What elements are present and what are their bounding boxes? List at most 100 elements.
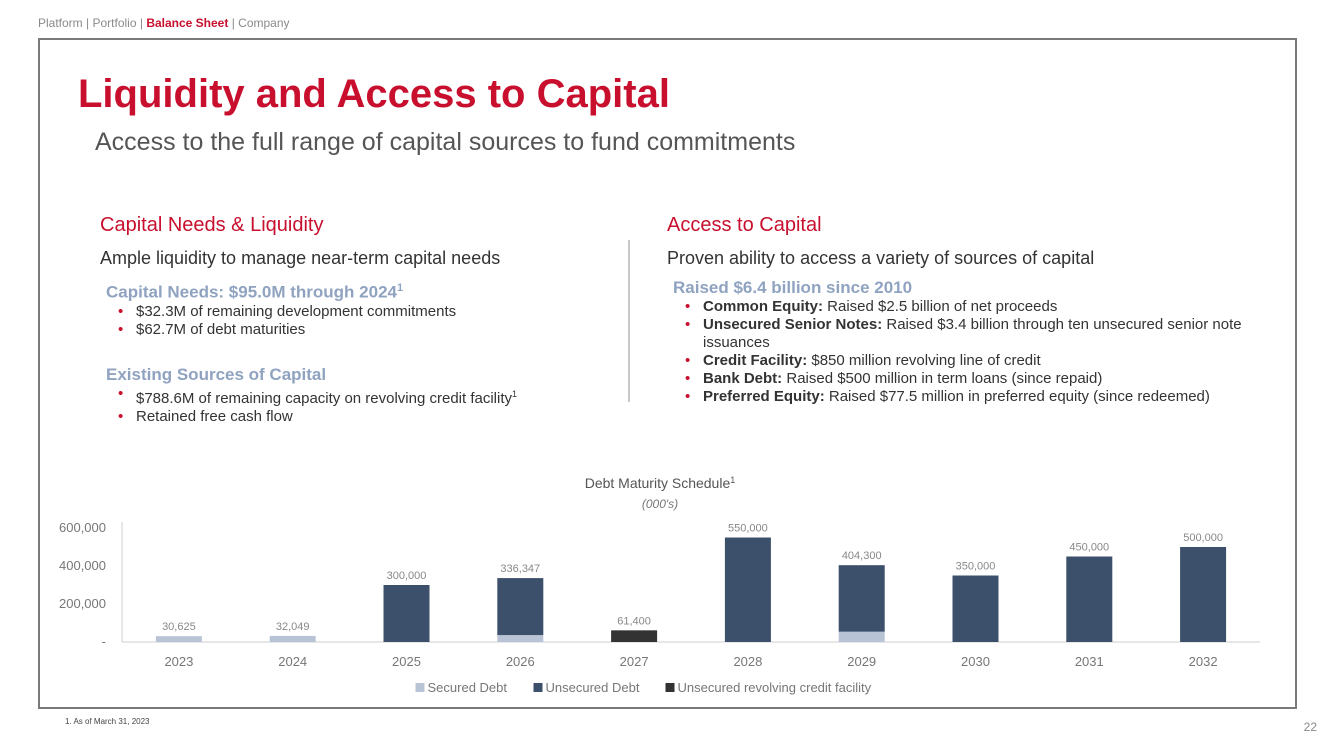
breadcrumb-company[interactable]: Company [238,16,290,30]
breadcrumb-separator: | [136,16,147,30]
bar-secured-debt [838,631,885,642]
footnote-ref: 1 [396,282,404,294]
slide-frame [38,38,1297,709]
list-item-label: Bank Debt: [703,370,783,387]
data-label: 300,000 [387,570,427,582]
capital-needs-column: Capital Needs & Liquidity Ample liquidit… [100,212,610,426]
list-item-text: $788.6M of remaining capacity on revolvi… [136,389,513,407]
access-heading: Access to Capital [667,214,822,236]
access-list: Common Equity: Raised $2.5 billion of ne… [685,298,1277,406]
list-item: Unsecured Senior Notes: Raised $3.4 bill… [685,316,1277,352]
page-number: 22 [1303,720,1317,734]
data-label: 550,000 [728,523,768,535]
list-item-text: Raised $2.5 billion of net proceeds [823,298,1058,315]
bar-unsecured-debt [838,565,885,632]
x-axis: 2023 2024 2025 2026 2027 2028 2029 2030 2031 2032 [164,654,1217,669]
list-item-label: Unsecured Senior Notes: [703,316,883,333]
x-tick-label: 2030 [961,654,990,669]
existing-sources-title: Existing Sources of Capital [106,364,327,384]
debt-maturity-chart: Debt Maturity Schedule1 (000's) - 200,000… [40,470,1280,707]
data-label: 350,000 [956,561,996,573]
chart-title-text: Debt Maturity Schedule [585,475,731,491]
y-tick-label: 200,000 [59,596,106,611]
breadcrumb: Platform | Portfolio | Balance Sheet | C… [38,16,290,30]
bar-unsecured-debt [724,537,771,642]
data-label: 336,347 [500,563,540,575]
legend-swatch [533,683,543,692]
list-item: Credit Facility: $850 million revolving … [685,352,1277,370]
footnote-ref: 1 [512,388,518,399]
access-to-capital-column: Access to Capital Proven ability to acce… [667,212,1277,406]
x-tick-label: 2026 [506,654,535,669]
chart-title-sup: 1 [730,475,735,485]
list-item: $62.7M of debt maturities [118,321,610,339]
bar-unsecured-debt [383,585,430,642]
chart-subtitle: (000's) [642,497,678,511]
x-tick-label: 2029 [847,654,876,669]
x-tick-label: 2032 [1189,654,1218,669]
capital-needs-title-text: Capital Needs: $95.0M through 2024 [106,282,397,302]
x-tick-label: 2025 [392,654,421,669]
footnote: 1. As of March 31, 2023 [65,717,150,726]
breadcrumb-separator: | [82,16,93,30]
list-item: Preferred Equity: Raised $77.5 million i… [685,388,1277,406]
legend-label: Secured Debt [428,680,508,695]
bar-unsecured-debt [1180,547,1227,642]
bar-secured-debt [497,635,544,642]
list-item-label: Preferred Equity: [703,388,825,405]
legend-label: Unsecured Debt [546,680,640,695]
x-tick-label: 2028 [733,654,762,669]
bar-unsecured-debt [952,575,999,642]
data-label: 450,000 [1069,542,1109,554]
list-item-label: Credit Facility: [703,352,808,369]
list-item-text: $850 million revolving line of credit [807,352,1041,369]
list-item: $788.6M of remaining capacity on revolvi… [118,385,610,408]
breadcrumb-separator: | [228,16,239,30]
list-item-label: Common Equity: [703,298,823,315]
bar-unsecured-debt [1066,556,1113,642]
list-item-text: Raised $3.4 billion through ten unsecure… [703,316,1242,351]
capital-needs-subheading: Ample liquidity to manage near-term capi… [100,248,501,268]
bar-secured-debt [269,635,316,642]
y-tick-label: 400,000 [59,558,106,573]
chart-title: Debt Maturity Schedule1 [585,475,736,491]
x-tick-label: 2024 [278,654,307,669]
data-label: 61,400 [617,615,651,627]
data-label: 404,300 [842,550,882,562]
list-item: $32.3M of remaining development commitme… [118,303,610,321]
capital-needs-list: $32.3M of remaining development commitme… [118,303,610,339]
list-item: Bank Debt: Raised $500 million in term l… [685,370,1277,388]
bars [155,537,1227,642]
list-item-text: Raised $500 million in term loans (since… [782,370,1103,387]
y-tick-label: - [102,634,106,649]
list-item-text: Raised $77.5 million in preferred equity… [824,388,1210,405]
data-label: 32,049 [276,621,310,633]
access-subheading: Proven ability to access a variety of so… [667,248,1095,268]
page-title: Liquidity and Access to Capital [78,72,670,116]
debt-maturity-chart-svg: Debt Maturity Schedule1 (000's) - 200,000… [59,475,1260,695]
legend-swatch [665,683,675,692]
list-item: Retained free cash flow [118,408,610,426]
legend: Secured Debt Unsecured Debt Unsecured revo… [415,680,872,695]
legend-swatch [415,683,425,692]
legend-label: Unsecured revolving credit facility [678,680,872,695]
list-item-text: Retained free cash flow [136,407,293,425]
data-label: 500,000 [1183,532,1223,544]
data-labels: 30,625 32,049 300,000 336,347 61,400 550,000 4… [162,523,1223,634]
page-subtitle: Access to the full range of capital sour… [95,128,796,156]
breadcrumb-portfolio[interactable]: Portfolio [92,16,137,30]
existing-sources-list: $788.6M of remaining capacity on revolvi… [118,385,610,426]
bar-unsecured-revolving-credit-facility [611,630,658,642]
capital-needs-heading: Capital Needs & Liquidity [100,214,324,236]
data-label: 30,625 [162,621,196,633]
list-item: Common Equity: Raised $2.5 billion of ne… [685,298,1277,316]
y-tick-label: 600,000 [59,520,106,535]
raised-title: Raised $6.4 billion since 2010 [673,278,913,297]
bar-secured-debt [155,636,202,642]
capital-needs-title: Capital Needs: $95.0M through 20241 [106,278,610,303]
column-divider [628,240,630,402]
x-tick-label: 2027 [620,654,649,669]
breadcrumb-platform[interactable]: Platform [38,16,83,30]
breadcrumb-balance-sheet[interactable]: Balance Sheet [146,16,229,30]
bar-unsecured-debt [497,578,544,636]
